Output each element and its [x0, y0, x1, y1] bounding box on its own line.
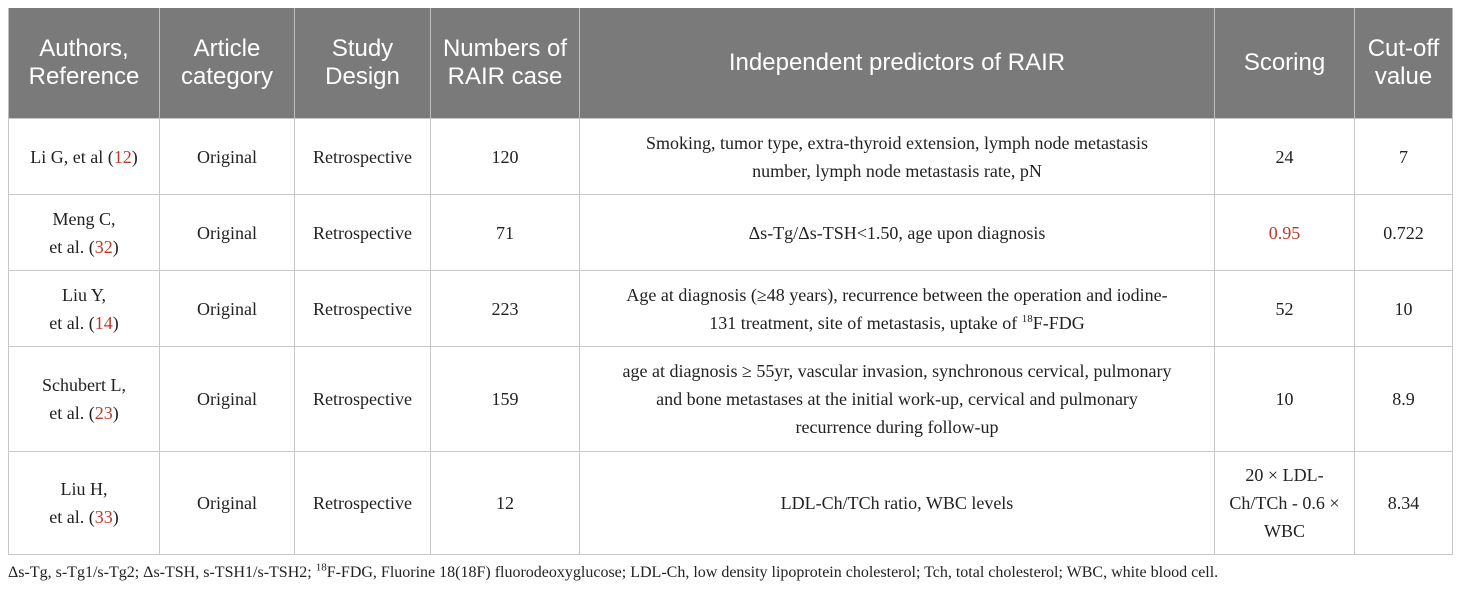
cell-author: Schubert L, et al. (23) [8, 346, 160, 452]
predictors-text: Age at diagnosis (≥48 years), recurrence… [626, 284, 1168, 333]
author-etal: et al. ( [49, 403, 95, 423]
reference-link[interactable]: 14 [94, 312, 113, 333]
cell-cutoff: 0.722 [1354, 194, 1453, 271]
header-cases: Numbers of RAIR case [430, 8, 580, 119]
cell-design: Retrospective [294, 118, 431, 195]
footnote-text: Δs-Tg, s-Tg1/s-Tg2; Δs-TSH, s-TSH1/s-TSH… [8, 564, 316, 581]
cell-cases: 12 [430, 451, 580, 555]
scoring-value: 0.95 [1268, 222, 1301, 243]
header-row: Authors, Reference Article category Stud… [8, 8, 1453, 119]
cell-author: Li G, et al (12) [8, 118, 160, 195]
cell-category: Original [159, 346, 295, 452]
close-paren: ) [112, 236, 119, 257]
cell-cutoff: 8.9 [1354, 346, 1453, 452]
cell-cutoff: 8.34 [1354, 451, 1453, 555]
cell-design: Retrospective [294, 451, 431, 555]
table-row: Li G, et al (12) Original Retrospective … [8, 118, 1453, 195]
reference-link[interactable]: 23 [94, 403, 113, 423]
table-row: Meng C, et al. (32) Original Retrospectiv… [8, 194, 1453, 271]
header-design: Study Design [294, 8, 431, 119]
cell-category: Original [159, 451, 295, 555]
predictors-text: age at diagnosis ≥ 55yr, vascular invasi… [622, 361, 1172, 437]
cell-predictors: Smoking, tumor type, extra-thyroid exten… [579, 118, 1215, 195]
table-row: Liu Y, et al. (14) Original Retrospective… [8, 270, 1453, 347]
close-paren: ) [112, 312, 119, 333]
header-authors: Authors, Reference [8, 8, 160, 119]
author-etal: et al. ( [49, 507, 95, 527]
author-name: Li G, et al ( [30, 146, 114, 167]
cell-scoring: 20 × LDL-Ch/TCh - 0.6 × WBC [1214, 451, 1355, 555]
cell-design: Retrospective [294, 346, 431, 452]
author-name: Liu Y, [61, 284, 106, 305]
table-container: Authors, Reference Article category Stud… [8, 8, 1453, 583]
table-footnote: Δs-Tg, s-Tg1/s-Tg2; Δs-TSH, s-TSH1/s-TSH… [8, 561, 1452, 583]
close-paren: ) [112, 507, 119, 527]
header-category: Article category [159, 8, 295, 119]
cell-cases: 159 [430, 346, 580, 452]
close-paren: ) [112, 403, 119, 423]
rair-predictors-table: Authors, Reference Article category Stud… [8, 8, 1453, 555]
author-etal: et al. ( [49, 312, 95, 333]
header-scoring: Scoring [1214, 8, 1355, 119]
isotope-superscript: 18 [1021, 312, 1033, 325]
cell-cases: 71 [430, 194, 580, 271]
cell-design: Retrospective [294, 270, 431, 347]
cell-design: Retrospective [294, 194, 431, 271]
cell-cases: 223 [430, 270, 580, 347]
cell-cases: 120 [430, 118, 580, 195]
author-name: Liu H, [60, 479, 108, 499]
table-row: Schubert L, et al. (23) Original Retrospe… [8, 346, 1453, 452]
cell-scoring: 10 [1214, 346, 1355, 452]
cell-cutoff: 10 [1354, 270, 1453, 347]
cell-cutoff: 7 [1354, 118, 1453, 195]
cell-scoring: 52 [1214, 270, 1355, 347]
cell-predictors: Age at diagnosis (≥48 years), recurrence… [579, 270, 1215, 347]
author-name: Meng C, [52, 208, 116, 229]
reference-link[interactable]: 33 [94, 507, 113, 527]
header-cutoff: Cut-off value [1354, 8, 1453, 119]
cell-category: Original [159, 270, 295, 347]
cell-scoring: 0.95 [1214, 194, 1355, 271]
footnote-superscript: 18 [315, 561, 327, 574]
cell-author: Meng C, et al. (32) [8, 194, 160, 271]
cell-predictors: Δs-Tg/Δs-TSH<1.50, age upon diagnosis [579, 194, 1215, 271]
cell-category: Original [159, 194, 295, 271]
cell-category: Original [159, 118, 295, 195]
close-paren: ) [131, 146, 138, 167]
reference-link[interactable]: 32 [94, 236, 113, 257]
cell-predictors: LDL-Ch/TCh ratio, WBC levels [579, 451, 1215, 555]
predictors-text: Smoking, tumor type, extra-thyroid exten… [646, 132, 1148, 181]
cell-author: Liu Y, et al. (14) [8, 270, 160, 347]
cell-scoring: 24 [1214, 118, 1355, 195]
header-predictors: Independent predictors of RAIR [579, 8, 1215, 119]
cell-author: Liu H, et al. (33) [8, 451, 160, 555]
predictors-text-end: F-FDG [1032, 312, 1085, 333]
author-name: Schubert L, [42, 375, 126, 395]
footnote-text-end: F-FDG, Fluorine 18(18F) fluorodeoxygluco… [326, 564, 1219, 581]
scoring-formula: 20 × LDL-Ch/TCh - 0.6 × WBC [1229, 465, 1340, 541]
cell-predictors: age at diagnosis ≥ 55yr, vascular invasi… [579, 346, 1215, 452]
reference-link[interactable]: 12 [113, 146, 132, 167]
table-row: Liu H, et al. (33) Original Retrospective… [8, 451, 1453, 555]
author-etal: et al. ( [49, 236, 95, 257]
